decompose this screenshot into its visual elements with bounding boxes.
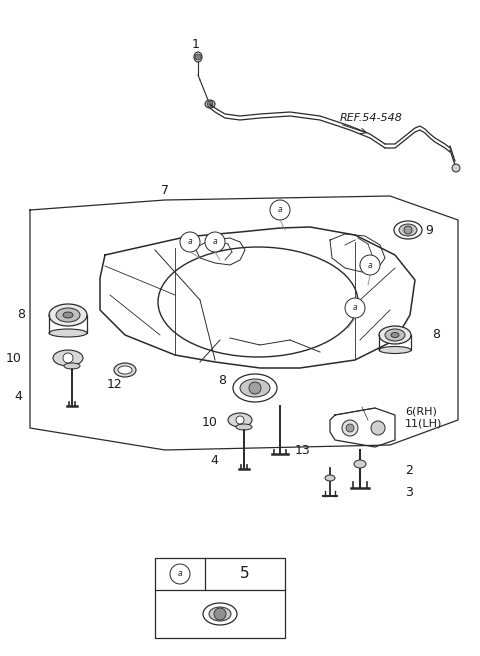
Circle shape	[195, 54, 201, 60]
Text: a: a	[213, 237, 217, 247]
Ellipse shape	[379, 326, 411, 344]
Circle shape	[452, 164, 460, 172]
Ellipse shape	[49, 304, 87, 326]
Ellipse shape	[228, 413, 252, 427]
Circle shape	[404, 226, 412, 234]
Text: a: a	[368, 260, 372, 270]
Circle shape	[207, 101, 213, 107]
Ellipse shape	[233, 374, 277, 402]
Ellipse shape	[394, 221, 422, 239]
Ellipse shape	[236, 424, 252, 430]
Ellipse shape	[158, 247, 358, 357]
Circle shape	[236, 416, 244, 424]
Ellipse shape	[325, 475, 335, 481]
Text: 9: 9	[425, 224, 433, 237]
Text: 2: 2	[405, 464, 413, 476]
Circle shape	[342, 420, 358, 436]
Circle shape	[345, 298, 365, 318]
Text: REF.54-548: REF.54-548	[340, 113, 403, 123]
Text: 8: 8	[218, 373, 226, 386]
Ellipse shape	[399, 224, 417, 236]
Text: 5: 5	[240, 567, 250, 581]
Circle shape	[180, 232, 200, 252]
Text: 10: 10	[6, 352, 22, 365]
Ellipse shape	[379, 346, 411, 354]
Circle shape	[360, 255, 380, 275]
Ellipse shape	[194, 52, 202, 62]
Text: 13: 13	[295, 445, 311, 457]
Circle shape	[63, 353, 73, 363]
Ellipse shape	[63, 312, 73, 318]
Ellipse shape	[385, 329, 405, 341]
Ellipse shape	[118, 366, 132, 374]
Ellipse shape	[203, 603, 237, 625]
Circle shape	[214, 608, 226, 620]
Text: a: a	[353, 304, 357, 312]
Ellipse shape	[56, 308, 80, 322]
Text: 8: 8	[17, 308, 25, 321]
Ellipse shape	[240, 379, 270, 397]
Ellipse shape	[49, 329, 87, 337]
Ellipse shape	[205, 100, 215, 108]
Circle shape	[249, 382, 261, 394]
Text: a: a	[188, 237, 192, 247]
Text: 6(RH): 6(RH)	[405, 407, 437, 417]
Text: 7: 7	[161, 184, 169, 197]
Text: 10: 10	[202, 415, 218, 428]
Bar	[155, 558, 285, 638]
Text: a: a	[178, 569, 182, 579]
Ellipse shape	[64, 363, 80, 369]
Ellipse shape	[53, 350, 83, 366]
Ellipse shape	[391, 333, 399, 337]
Circle shape	[371, 421, 385, 435]
Text: a: a	[278, 205, 282, 215]
Ellipse shape	[209, 607, 231, 621]
Ellipse shape	[114, 363, 136, 377]
Text: 4: 4	[210, 453, 218, 466]
Text: 11(LH): 11(LH)	[405, 419, 443, 429]
Circle shape	[346, 424, 354, 432]
Ellipse shape	[354, 460, 366, 468]
Circle shape	[270, 200, 290, 220]
Text: 12: 12	[107, 379, 123, 392]
Circle shape	[170, 564, 190, 584]
Text: 3: 3	[405, 485, 413, 499]
Text: 1: 1	[192, 37, 200, 51]
Text: 4: 4	[14, 390, 22, 403]
Text: 8: 8	[432, 329, 440, 342]
Circle shape	[205, 232, 225, 252]
